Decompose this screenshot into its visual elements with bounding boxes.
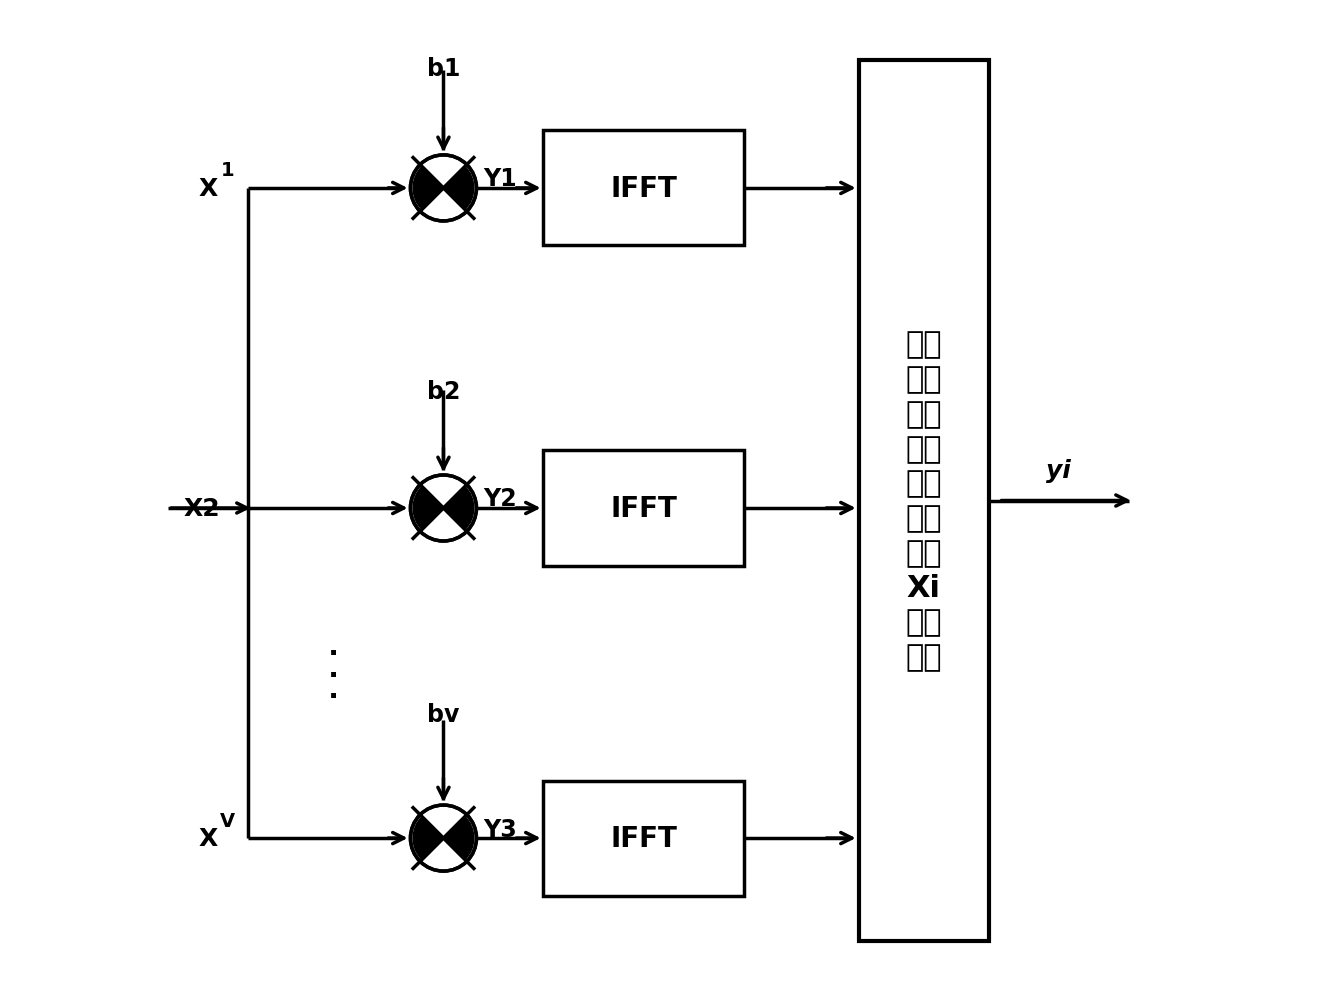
Text: IFFT: IFFT <box>610 174 677 202</box>
Text: bv: bv <box>427 701 460 725</box>
Bar <box>544 781 744 896</box>
Bar <box>859 61 989 941</box>
Text: 选择
具有
最小
峰均
比的
一组
序列
Xi
进行
传输: 选择 具有 最小 峰均 比的 一组 序列 Xi 进行 传输 <box>905 331 942 671</box>
Wedge shape <box>444 817 474 860</box>
Wedge shape <box>414 487 444 530</box>
Text: Y3: Y3 <box>483 817 516 841</box>
Wedge shape <box>444 487 474 530</box>
Text: yi: yi <box>1046 459 1071 483</box>
Text: b2: b2 <box>427 380 460 404</box>
Text: b1: b1 <box>427 57 460 81</box>
Circle shape <box>411 155 477 221</box>
Bar <box>544 131 744 246</box>
Text: 1: 1 <box>220 161 234 180</box>
Text: X: X <box>199 827 217 851</box>
Text: IFFT: IFFT <box>610 495 677 522</box>
Text: IFFT: IFFT <box>610 825 677 853</box>
Wedge shape <box>414 817 444 860</box>
Text: Y1: Y1 <box>483 167 516 191</box>
Text: X2: X2 <box>183 497 220 520</box>
Bar <box>544 451 744 566</box>
Text: V: V <box>220 811 236 830</box>
Circle shape <box>411 476 477 541</box>
Text: X: X <box>199 176 217 200</box>
Wedge shape <box>444 167 474 210</box>
Circle shape <box>411 806 477 871</box>
Text: Y2: Y2 <box>483 487 516 511</box>
Wedge shape <box>414 167 444 210</box>
Text: .  
  .  
  .: . . . <box>309 632 358 703</box>
